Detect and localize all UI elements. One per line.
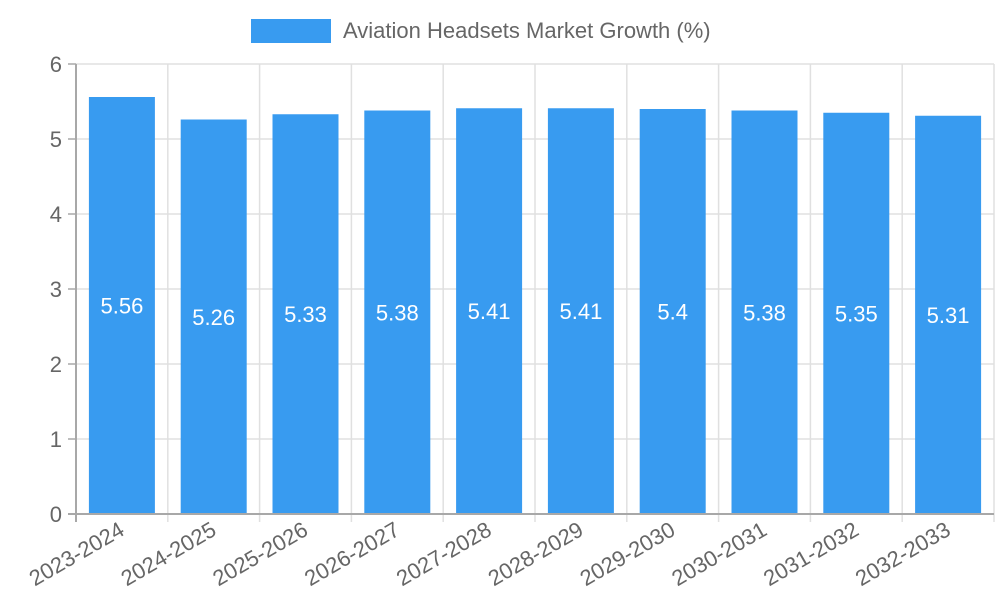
bar[interactable] <box>547 108 614 514</box>
x-tick-label: 2027-2028 <box>392 517 496 591</box>
legend-label: Aviation Headsets Market Growth (%) <box>343 18 711 43</box>
x-tick-label: 2029-2030 <box>576 517 680 591</box>
x-tick-label: 2024-2025 <box>117 517 221 591</box>
x-tick-label: 2025-2026 <box>208 517 312 591</box>
y-tick-label: 0 <box>50 502 62 527</box>
data-label: 5.4 <box>657 300 688 325</box>
y-tick-label: 1 <box>50 427 62 452</box>
data-label: 5.41 <box>468 299 511 324</box>
bar[interactable] <box>364 110 431 515</box>
y-axis-ticks: 0 1 2 3 4 5 6 <box>50 52 76 527</box>
bar[interactable] <box>272 114 339 514</box>
data-label: 5.33 <box>284 302 327 327</box>
axes <box>68 64 994 522</box>
bars <box>88 97 982 515</box>
data-labels: 5.56 5.26 5.33 5.38 5.41 5.41 5.4 5.38 5.35 5.31 <box>100 294 969 330</box>
data-label: 5.56 <box>100 294 143 319</box>
x-tick-label: 2032-2033 <box>851 517 955 591</box>
data-label: 5.38 <box>743 300 786 325</box>
x-tick-label: 2023-2024 <box>25 517 129 591</box>
data-label: 5.35 <box>835 301 878 326</box>
bar[interactable] <box>88 97 155 514</box>
y-tick-label: 3 <box>50 277 62 302</box>
bar[interactable] <box>180 119 247 515</box>
x-tick-label: 2031-2032 <box>759 517 863 591</box>
bar[interactable] <box>731 110 798 515</box>
x-axis-ticks: 2023-20242024-20252025-20262026-20272027… <box>25 517 955 591</box>
bar[interactable] <box>456 108 523 514</box>
bar[interactable] <box>915 115 982 514</box>
chart-legend[interactable]: Aviation Headsets Market Growth (%) <box>251 18 711 44</box>
bar[interactable] <box>639 109 706 514</box>
x-tick-label: 2028-2029 <box>484 517 588 591</box>
data-label: 5.31 <box>927 303 970 328</box>
legend-swatch <box>251 19 331 43</box>
x-tick-label: 2026-2027 <box>300 517 404 591</box>
data-label: 5.26 <box>192 305 235 330</box>
x-tick-label: 2030-2031 <box>667 517 771 591</box>
y-tick-label: 6 <box>50 52 62 77</box>
y-tick-label: 5 <box>50 127 62 152</box>
y-tick-label: 2 <box>50 352 62 377</box>
bar[interactable] <box>823 112 890 514</box>
data-label: 5.41 <box>559 299 602 324</box>
data-label: 5.38 <box>376 300 419 325</box>
y-tick-label: 4 <box>50 202 62 227</box>
